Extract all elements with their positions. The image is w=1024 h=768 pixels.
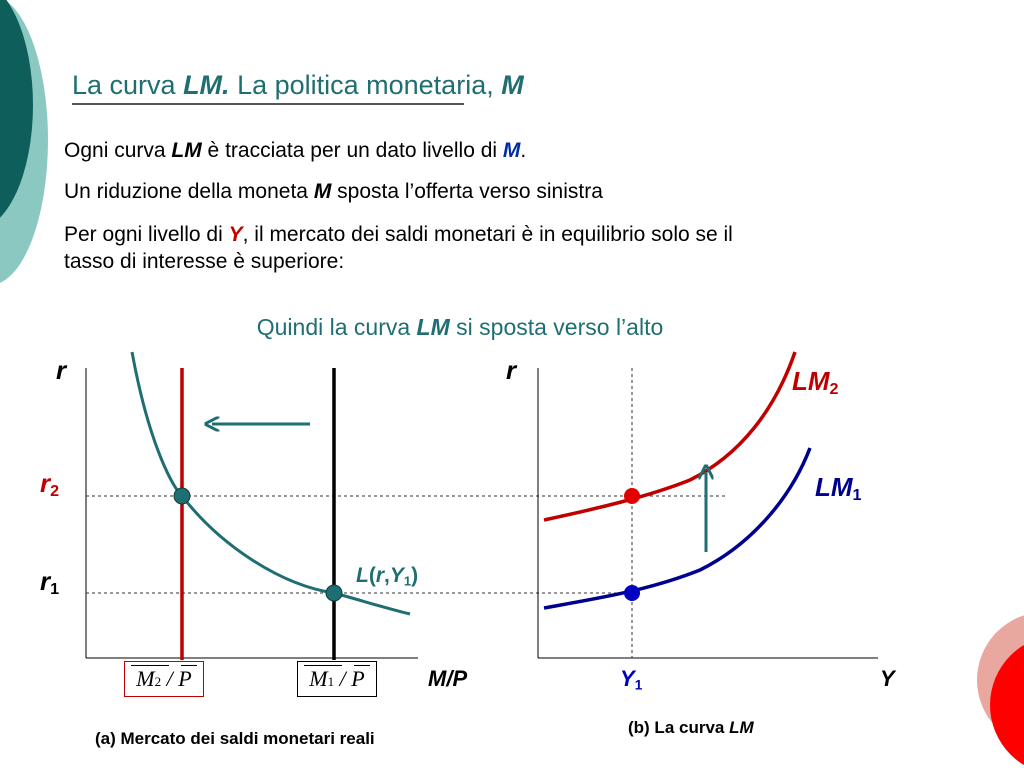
money-demand-curve (130, 351, 411, 616)
panel-a-x-axis-label: M/P (428, 666, 468, 691)
conclusion-text: Quindi la curva LM si sposta verso l’alt… (256, 314, 664, 340)
m2-bar (131, 665, 169, 666)
m1-over-p-label: M1 / P (297, 661, 377, 697)
panel-a-y-axis-label: r (56, 355, 67, 385)
equilibrium-point-r1 (325, 584, 343, 602)
m1-bar (304, 665, 342, 666)
r1-label: r1 (40, 566, 60, 599)
decor-circle-dark-teal (0, 0, 33, 218)
lm2-curve (543, 351, 797, 522)
r2-label: r2 (40, 468, 60, 501)
p-bar (354, 665, 370, 666)
m2-over-p-label: M2 / P (124, 661, 204, 697)
money-demand-label: L(r,Y1) (356, 564, 419, 589)
slide-title: La curva LM. La politica monetaria, M (72, 70, 524, 100)
panel-b-caption: (b) La curva LM (628, 718, 754, 737)
panel-a-caption: (a) Mercato dei saldi monetari reali (95, 729, 375, 748)
p-bar (181, 665, 197, 666)
bullet-2: Un riduzione della moneta M sposta l’off… (64, 180, 603, 203)
equilibrium-point-r2 (173, 487, 191, 505)
lm1-label: LM1 (815, 472, 862, 505)
lm2-label: LM2 (792, 366, 839, 399)
lm1-point (624, 585, 640, 601)
decor-circle-red (990, 644, 1024, 766)
bullet-1: Ogni curva LM è tracciata per un dato li… (64, 139, 527, 162)
panel-b-x-axis-label: Y (880, 666, 895, 691)
lm1-curve (543, 447, 812, 610)
panel-b-y-axis-label: r (506, 355, 517, 385)
title-underline (72, 103, 464, 105)
lm2-point (624, 488, 640, 504)
y1-label: Y1 (620, 666, 643, 693)
bullet-3: Per ogni livello di Y, il mercato dei sa… (64, 223, 733, 273)
